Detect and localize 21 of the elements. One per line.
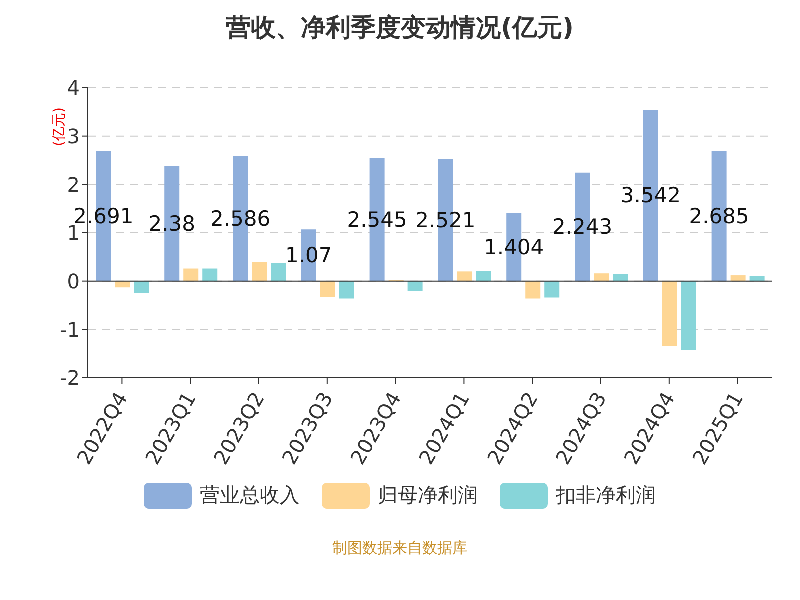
y-axis-title: (亿元) [50, 108, 68, 146]
data-label: 1.07 [286, 243, 332, 268]
data-label: 2.243 [552, 215, 613, 240]
data-label: 2.685 [689, 204, 750, 228]
y-tick-label: 2 [67, 172, 80, 197]
data-label: 2.545 [347, 208, 408, 232]
chart-title: 营收、净利季度变动情况(亿元) [225, 12, 575, 44]
data-label: 2.586 [210, 206, 271, 231]
legend-label: 归母净利润 [378, 482, 478, 509]
legend-label: 营业总收入 [200, 482, 300, 509]
y-tick-label: 0 [67, 269, 80, 294]
data-label: 2.521 [416, 208, 476, 232]
y-tick-label: 3 [67, 124, 80, 148]
y-tick-label: -2 [60, 366, 80, 390]
data-label: 3.542 [620, 184, 681, 208]
data-label: 1.404 [484, 235, 544, 260]
data-label: 2.38 [148, 212, 196, 236]
legend-label: 扣非净利润 [556, 482, 656, 509]
y-tick-label: -1 [60, 318, 80, 342]
y-tick-label: 4 [67, 76, 80, 100]
text: 制图数据来自数据库 [332, 539, 468, 558]
